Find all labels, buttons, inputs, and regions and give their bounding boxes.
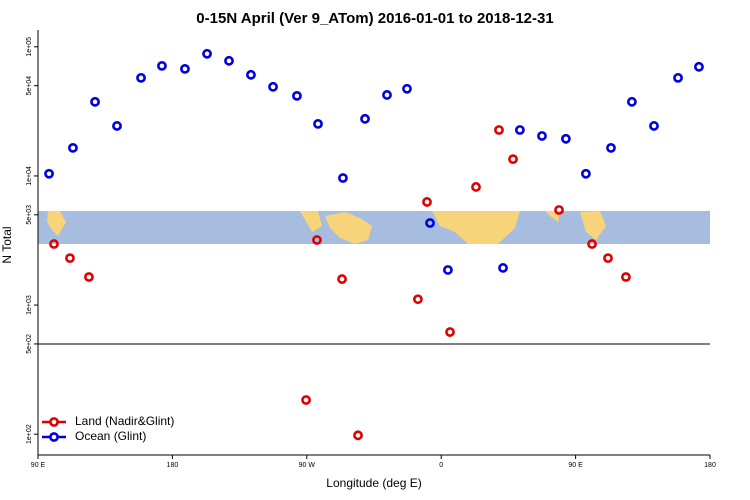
point	[112, 121, 122, 131]
point	[537, 131, 547, 141]
point	[224, 55, 234, 66]
legend-marker	[49, 432, 59, 442]
point	[626, 96, 637, 107]
land-shape	[580, 211, 606, 240]
point	[44, 168, 54, 179]
point	[581, 168, 591, 179]
point	[422, 197, 432, 207]
point	[508, 154, 518, 165]
point	[246, 69, 256, 80]
point	[587, 239, 597, 249]
x-tick-label: 180	[167, 462, 179, 469]
point	[68, 142, 78, 153]
point	[606, 142, 616, 153]
y-tick-label: 5e+04	[26, 76, 33, 96]
land-shape	[47, 211, 66, 236]
point	[443, 265, 453, 275]
point	[445, 327, 455, 337]
point	[338, 173, 348, 183]
point	[471, 182, 481, 192]
land-shape	[300, 211, 322, 232]
point	[498, 263, 508, 273]
point	[65, 253, 75, 264]
legend-marker	[49, 417, 59, 427]
land-shape	[432, 211, 520, 244]
point	[337, 274, 347, 284]
point	[402, 83, 412, 94]
point	[673, 72, 683, 83]
point	[84, 272, 94, 282]
point	[49, 239, 59, 249]
point	[413, 294, 423, 305]
point	[560, 133, 571, 144]
point	[694, 61, 704, 72]
x-tick-label: 90 E	[568, 462, 583, 469]
point	[202, 48, 212, 59]
y-tick-label: 5e+03	[26, 205, 33, 225]
x-tick-label: 90 W	[299, 462, 316, 469]
x-axis-label: Longitude (deg E)	[326, 476, 421, 490]
point	[382, 90, 392, 100]
point	[360, 113, 370, 124]
point	[603, 253, 613, 264]
point	[157, 60, 167, 71]
y-tick-label: 1e+04	[26, 166, 33, 186]
legend-item: Land (Nadir&Glint)	[42, 414, 174, 428]
point	[180, 63, 190, 74]
point	[90, 96, 100, 107]
point	[313, 118, 323, 129]
x-tick-label: 180	[704, 462, 716, 469]
y-tick-label: 5e+02	[26, 334, 33, 354]
x-tick-label: 90 E	[31, 462, 46, 469]
point	[494, 125, 504, 135]
y-tick-label: 1e+02	[26, 424, 33, 444]
chart-title: 0-15N April (Ver 9_ATom) 2016-01-01 to 2…	[196, 10, 553, 27]
y-axis-label: N Total	[0, 226, 14, 263]
land-shape	[325, 212, 372, 244]
point	[649, 121, 659, 131]
point	[268, 81, 278, 92]
point	[353, 430, 363, 441]
legend-label: Ocean (Glint)	[75, 429, 146, 443]
legend-label: Land (Nadir&Glint)	[75, 414, 174, 428]
y-tick-label: 1e+03	[26, 295, 33, 315]
legend-item: Ocean (Glint)	[42, 429, 146, 443]
point	[312, 235, 322, 245]
point	[554, 205, 564, 215]
y-tick-label: 1e+05	[26, 37, 33, 57]
point	[514, 125, 525, 135]
point	[301, 395, 311, 405]
point	[425, 218, 435, 228]
map-band	[38, 211, 710, 244]
point	[292, 90, 302, 101]
point	[621, 272, 631, 282]
point	[136, 72, 146, 83]
ocean-band	[38, 211, 710, 244]
x-tick-label: 0	[439, 462, 443, 469]
